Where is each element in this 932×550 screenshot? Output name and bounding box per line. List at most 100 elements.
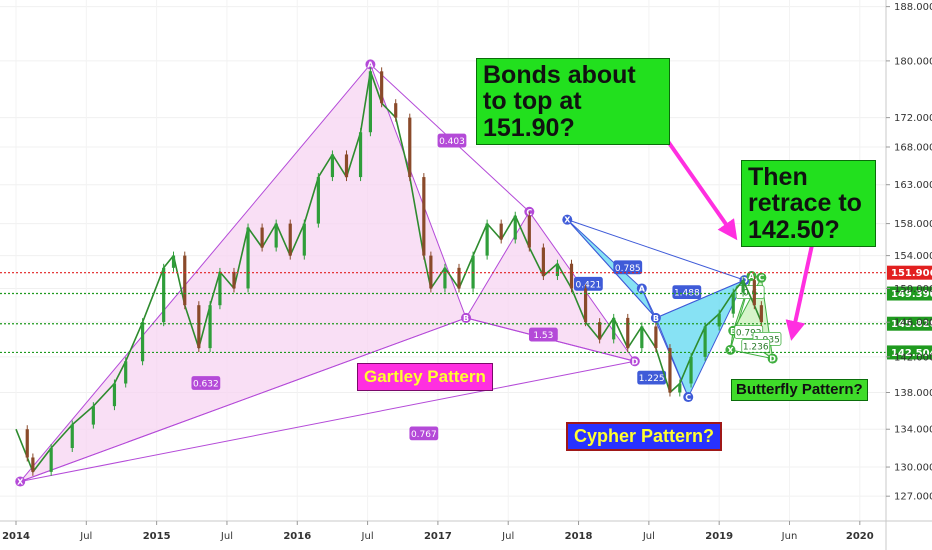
level-tag bbox=[887, 265, 932, 280]
y-tick-label: 158.000 bbox=[894, 219, 932, 230]
gartley-triangle-xab bbox=[18, 63, 467, 483]
candle-body bbox=[380, 71, 384, 104]
gartley-point-x: X bbox=[17, 478, 24, 487]
gartley-ratio-label: 0.403 bbox=[439, 137, 465, 147]
y-tick-label: 180.000 bbox=[894, 56, 932, 67]
cypher-point-marker bbox=[683, 392, 694, 403]
candle-body bbox=[358, 132, 363, 178]
cypher-point-marker bbox=[650, 312, 661, 323]
cypher-line-bd bbox=[655, 279, 745, 319]
candle-body bbox=[654, 326, 658, 349]
candle-body bbox=[274, 223, 278, 248]
candle-body bbox=[626, 317, 630, 349]
candle-body bbox=[171, 255, 176, 268]
candle-body bbox=[316, 177, 320, 224]
butterfly-ratio-box bbox=[741, 338, 771, 353]
cypher-point-b: B bbox=[653, 314, 659, 323]
x-axis: 2014 Jul 2015 Jul 2016 Jul 2017 Jul 2018 Jul 2019 J… bbox=[2, 521, 874, 542]
cypher-ratio-box bbox=[573, 276, 603, 291]
x-tick-label: Jul bbox=[361, 531, 374, 542]
x-tick-label: Jul bbox=[501, 531, 514, 542]
candle-body bbox=[499, 223, 503, 240]
y-tick-label: 130.000 bbox=[894, 463, 932, 474]
candle-body bbox=[218, 271, 222, 306]
label-cypher-pattern: Cypher Pattern? bbox=[566, 422, 723, 451]
y-tick-label: 150.000 bbox=[894, 284, 932, 295]
candle-body bbox=[752, 280, 756, 306]
butterfly-point-b: B bbox=[730, 327, 736, 336]
x-tick-label: 2014 bbox=[2, 531, 30, 542]
cypher-ratio-box bbox=[613, 260, 643, 275]
gartley-point-marker bbox=[15, 476, 26, 487]
cypher-point-marker bbox=[562, 214, 573, 225]
label-butterfly-pattern: Butterfly Pattern? bbox=[731, 379, 868, 401]
butterfly-point-x: X bbox=[727, 346, 734, 355]
butterfly-ratio-label: 0.6 bbox=[743, 289, 758, 299]
butterfly-ratio-label: 0.792 bbox=[736, 328, 762, 338]
candle-body bbox=[232, 271, 236, 289]
candle-body bbox=[457, 267, 461, 289]
cypher-point-c: C bbox=[685, 393, 691, 402]
callout-retrace: Then retrace to 142.50? bbox=[741, 160, 876, 247]
candle-body bbox=[640, 326, 644, 349]
candle-body bbox=[513, 215, 517, 240]
candle-body bbox=[527, 215, 531, 248]
cypher-point-x: X bbox=[564, 216, 571, 225]
candle-body bbox=[429, 255, 433, 289]
label-cypher-text: Cypher Pattern? bbox=[574, 426, 715, 446]
x-tick-label: 2020 bbox=[846, 531, 874, 542]
gartley-point-marker bbox=[365, 59, 376, 70]
price-series bbox=[15, 67, 763, 476]
cypher-ratio-label: 1.225 bbox=[639, 374, 665, 384]
cypher-ratio-label: 0.785 bbox=[615, 264, 641, 274]
candle-body bbox=[731, 292, 735, 314]
candle-body bbox=[197, 305, 201, 349]
y-tick-label: 142.000 bbox=[894, 352, 932, 363]
candle-body bbox=[260, 227, 264, 248]
level-tag-label: 145.820 bbox=[891, 319, 932, 330]
candle-body bbox=[162, 267, 166, 323]
candle-body bbox=[31, 457, 35, 472]
y-axis: 127.000 130.000 134.000 138.000 142.000 146.0… bbox=[886, 2, 932, 503]
x-tick-label: Jul bbox=[220, 531, 233, 542]
gartley-line-xd bbox=[20, 360, 635, 483]
arrow-bonds-top bbox=[658, 128, 738, 241]
candle-body bbox=[598, 322, 602, 340]
candle-body bbox=[689, 356, 693, 384]
x-tick-label: 2016 bbox=[283, 531, 311, 542]
candle-body bbox=[612, 317, 616, 340]
butterfly-point-marker bbox=[756, 272, 767, 283]
gartley-point-a: A bbox=[367, 60, 374, 69]
candle-body bbox=[583, 288, 588, 323]
y-tick-label: 163.000 bbox=[894, 180, 932, 191]
candle-body bbox=[368, 71, 372, 133]
gartley-point-d: D bbox=[631, 357, 638, 366]
cypher-line-ac bbox=[641, 288, 689, 398]
candle-body bbox=[555, 263, 560, 277]
callout-bonds-top: Bonds about to top at 151.90? bbox=[476, 58, 670, 145]
candle-body bbox=[422, 177, 426, 256]
level-tag bbox=[887, 345, 932, 360]
cypher-line-xd bbox=[567, 219, 745, 281]
gartley-ratio-label: 1.53 bbox=[533, 331, 553, 341]
callout-bonds-top-text: Bonds about to top at 151.90? bbox=[483, 61, 636, 142]
candle-body bbox=[678, 383, 682, 393]
gartley-ratio-label: 0.632 bbox=[193, 380, 219, 390]
butterfly-line-xd bbox=[730, 349, 773, 360]
candle-body bbox=[443, 267, 447, 289]
x-tick-label: Jun bbox=[781, 531, 798, 542]
y-tick-label: 188.000 bbox=[894, 2, 932, 13]
x-tick-label: Jul bbox=[79, 531, 92, 542]
horizontal-levels: 151.906 149.390 145.820 142.504 bbox=[0, 265, 932, 360]
candle-body bbox=[288, 223, 292, 256]
candle-body bbox=[759, 305, 763, 323]
gartley-point-b: B bbox=[463, 314, 469, 323]
level-tag-label: 142.504 bbox=[891, 348, 932, 359]
gartley-ratio-box bbox=[191, 376, 221, 390]
y-tick-label: 168.000 bbox=[894, 143, 932, 154]
butterfly-ratio-label: 1.236 bbox=[743, 342, 769, 352]
gartley-ratio-label: 0.767 bbox=[411, 430, 437, 440]
butterfly-point-c: C bbox=[758, 274, 764, 283]
candle-body bbox=[330, 154, 335, 178]
